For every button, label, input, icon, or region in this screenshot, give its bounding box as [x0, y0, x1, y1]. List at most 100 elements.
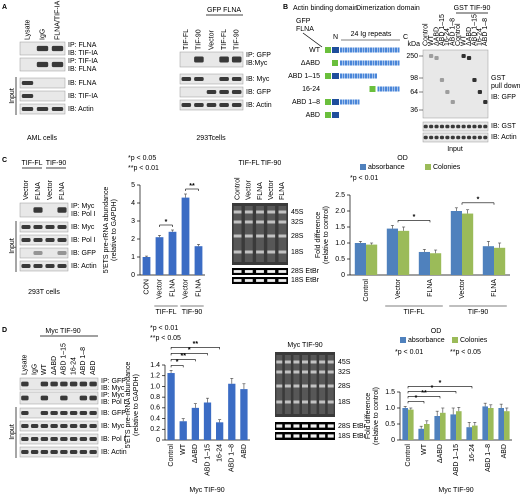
blot [422, 49, 489, 119]
significance: * [415, 395, 418, 402]
lane-label: Control [234, 177, 241, 200]
row-label: 32S [338, 369, 351, 376]
ig-repeat [340, 47, 342, 53]
etbr-band [327, 424, 334, 428]
significance: * [439, 380, 442, 387]
bar [466, 427, 472, 440]
band [21, 225, 31, 229]
y-tick-label: 0.8 [150, 394, 160, 401]
band [33, 238, 43, 242]
ig-repeat [360, 47, 362, 53]
etbr-band [319, 434, 326, 438]
panel-letter: D [2, 327, 7, 334]
band [36, 45, 49, 52]
blot [179, 51, 244, 68]
bar [155, 237, 164, 275]
ig-repeat [372, 73, 375, 79]
legend-label: absorbance [408, 337, 445, 344]
ig-repeat [347, 99, 350, 105]
gel-band [310, 360, 317, 364]
label: 36 [410, 107, 418, 114]
row-label: 18S EtBr [338, 433, 367, 440]
x-tick-label: CON [143, 279, 150, 295]
etbr-band [233, 279, 242, 282]
x-tick-label: FLNA [427, 279, 434, 297]
band [21, 264, 31, 268]
row-label: GST [491, 75, 506, 82]
ig-repeat [390, 60, 392, 66]
band [40, 450, 49, 454]
y-tick-label: 0.4 [150, 415, 160, 422]
gel-band [233, 234, 242, 238]
bar [472, 425, 478, 440]
band [456, 124, 461, 129]
ig-repeat [342, 60, 345, 66]
x-tick-label: ABD 1–8 [229, 444, 236, 472]
gel-band [327, 360, 334, 364]
ig-repeat [392, 47, 395, 53]
ig-repeat [382, 60, 385, 66]
bar [462, 213, 474, 275]
ig-repeat [390, 47, 392, 53]
band [50, 437, 58, 441]
band [79, 450, 88, 454]
gel-band [276, 400, 283, 404]
band [50, 381, 58, 387]
band [79, 411, 88, 415]
gel-band [276, 384, 283, 388]
label: *p < 0.01 [395, 349, 423, 356]
label: IP: Myc [71, 203, 95, 210]
etbr-band [278, 279, 287, 282]
bar [482, 246, 494, 275]
y-tick-label: 0 [131, 272, 135, 279]
label: TIF-90 [261, 160, 282, 167]
label: ΔABD [301, 60, 320, 67]
bar [240, 389, 248, 440]
band [231, 90, 242, 94]
ig-repeat [395, 47, 397, 53]
band [30, 424, 39, 428]
etbr-band [278, 270, 287, 273]
gel-lane [267, 206, 276, 262]
blot [19, 234, 69, 246]
x-tick-label: ABD 1–15 [453, 444, 460, 476]
bar [194, 246, 203, 275]
band [450, 124, 455, 129]
significance: * [188, 347, 191, 354]
ig-repeat [367, 47, 370, 53]
band [423, 135, 428, 140]
gel-lane [233, 206, 242, 262]
band [57, 264, 67, 268]
ig-repeat [352, 73, 355, 79]
band [60, 437, 68, 441]
lane-label: ABD 1–15 [61, 343, 68, 375]
band [21, 381, 29, 387]
x-tick-label: Vector [182, 278, 189, 299]
ig-repeat [357, 99, 360, 105]
lane-label: ΔABD [433, 27, 440, 46]
ig-repeat [342, 99, 345, 105]
label: IB: Pol I [101, 399, 126, 406]
band [57, 225, 67, 229]
gel-band [319, 360, 326, 364]
gel-band [278, 250, 287, 254]
etbr-band [244, 279, 253, 282]
gel-band [319, 400, 326, 404]
label: GST TIF-90 [454, 5, 491, 12]
lane-label: WT [428, 34, 435, 46]
gel-band [293, 400, 300, 404]
bar [434, 416, 440, 440]
row-label: 28S EtBr [338, 423, 367, 430]
gel-band [244, 250, 253, 254]
label: ABD 1–15 [288, 73, 320, 80]
ig-repeat [380, 47, 382, 53]
legend-swatch [400, 337, 406, 343]
bar [216, 422, 224, 440]
y-tick-label: 1.0 [150, 383, 160, 390]
x-tick-label: Control [405, 444, 412, 467]
band [40, 395, 49, 401]
band [461, 124, 466, 129]
band [181, 77, 192, 81]
label: 293Tcells [196, 135, 226, 142]
ig-repeat [385, 47, 387, 53]
